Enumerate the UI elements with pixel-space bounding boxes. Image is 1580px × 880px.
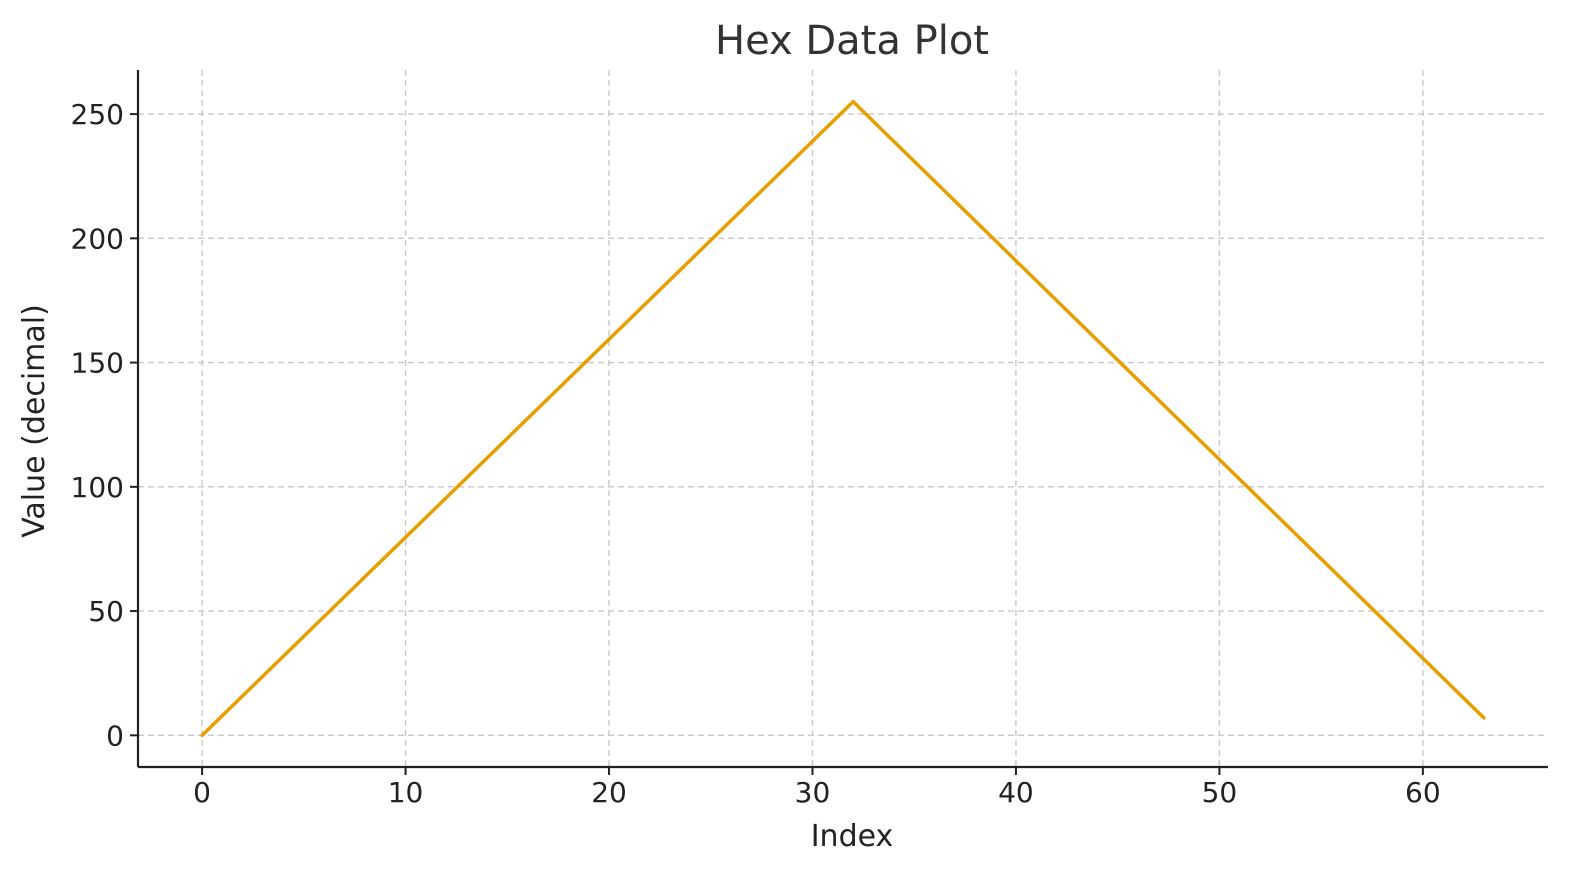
chart-title: Hex Data Plot (715, 18, 989, 64)
x-tick-label: 30 (795, 776, 831, 809)
y-tick-label: 50 (88, 595, 124, 628)
x-axis-label: Index (811, 819, 894, 854)
series-segment (200, 99, 855, 738)
grid-layer (138, 70, 1548, 767)
y-tick-label: 200 (71, 222, 124, 255)
ticks-layer: 0 10 20 30 40 50 60 0 50 100 150 200 250 (71, 98, 1441, 809)
y-axis-label: Value (decimal) (17, 304, 52, 538)
series-segment (851, 99, 1486, 720)
series-line-group (200, 99, 1486, 738)
x-tick-label: 20 (591, 776, 627, 809)
x-tick-label: 40 (998, 776, 1034, 809)
y-tick-label: 150 (71, 347, 124, 380)
x-tick-label: 0 (193, 776, 211, 809)
series-layer (200, 99, 1486, 738)
y-tick-label: 100 (71, 471, 124, 504)
y-tick-label: 0 (106, 719, 124, 752)
axes-layer (136, 70, 1548, 769)
x-tick-label: 10 (388, 776, 424, 809)
y-tick-label: 250 (71, 98, 124, 131)
x-tick-label: 60 (1405, 776, 1441, 809)
x-tick-label: 50 (1202, 776, 1238, 809)
